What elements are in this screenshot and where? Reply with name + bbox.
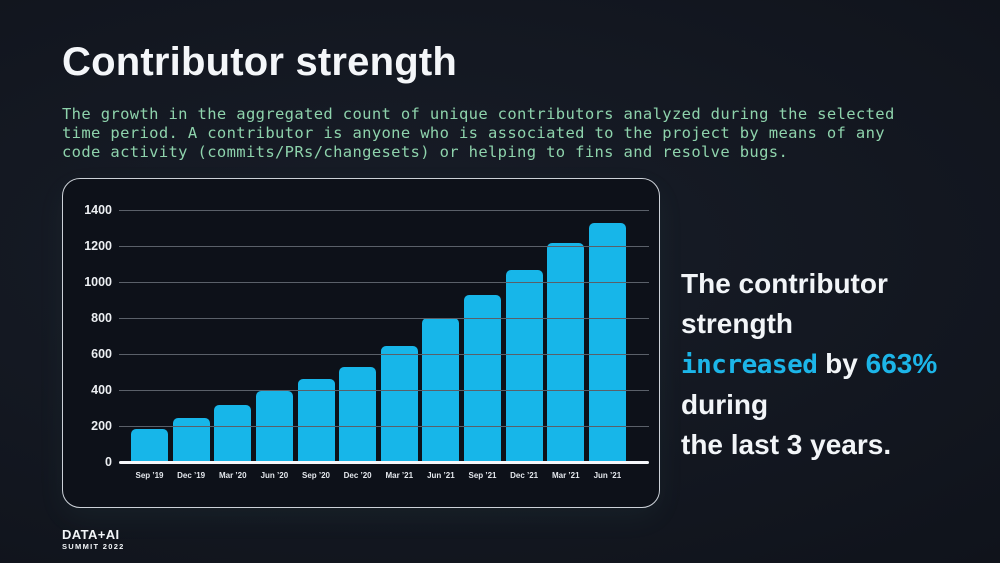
gridline: [119, 209, 649, 211]
x-tick-label: Jun ’21: [593, 471, 622, 480]
logo-title: DATA+AI: [62, 527, 120, 542]
data-ai-summit-logo: DATA+AI SUMMIT 2022: [62, 528, 125, 551]
x-tick-label: Jun ’20: [260, 471, 289, 480]
bar: [422, 318, 460, 461]
x-tick-label: Jun ’21: [427, 471, 455, 480]
gridline: [119, 389, 649, 391]
x-tick-label: Mar ’21: [385, 471, 414, 480]
y-tick-label: 0: [105, 455, 112, 469]
callout-text: The contributor strength increased by 66…: [681, 264, 991, 465]
bar: [297, 378, 335, 461]
callout-line-1: The contributor: [681, 268, 888, 299]
bar: [588, 222, 626, 461]
y-tick-label: 1000: [84, 275, 112, 289]
x-tick-label: Dec ’21: [510, 471, 539, 480]
bar-series: [131, 210, 626, 461]
bar: [172, 418, 210, 461]
callout-mid-text: by: [817, 348, 866, 379]
callout-line-5: the last 3 years.: [681, 429, 892, 460]
callout-line-2: strength: [681, 308, 793, 339]
x-axis-labels: Sep ’19 Dec ’19 Mar ’20 Jun ’20 Sep ’20 Dec ’…: [131, 471, 626, 480]
bar: [547, 242, 585, 461]
gridline: [119, 353, 649, 355]
x-tick-label: Sep ’21: [468, 471, 497, 480]
x-axis-line: [119, 460, 649, 464]
callout-highlight-percent: 663%: [865, 348, 938, 379]
y-tick-label: 800: [91, 311, 112, 325]
chart-plot: [119, 209, 649, 464]
x-tick-label: Dec ’20: [343, 471, 372, 480]
bar: [131, 429, 168, 461]
bar: [464, 294, 501, 461]
bar: [380, 346, 418, 461]
page-title: Contributor strength: [62, 40, 458, 84]
x-tick-label: Sep ’20: [301, 471, 330, 480]
callout-line-4: during: [681, 389, 769, 420]
gridline: [119, 245, 649, 247]
x-tick-label: Mar ’21: [551, 471, 580, 480]
description-text: The growth in the aggregated count of un…: [62, 105, 895, 161]
bar: [214, 404, 252, 461]
y-tick-label: 600: [91, 347, 112, 361]
bar: [505, 269, 543, 461]
y-tick-label: 400: [91, 383, 112, 397]
chart-panel: 0 200 400 600 800 1000 1200 1400 Sep ’19 Dec ’19…: [62, 178, 660, 508]
x-tick-label: Sep ’19: [135, 471, 164, 480]
y-tick-label: 1400: [84, 203, 112, 217]
gridline: [119, 281, 649, 283]
logo-subtitle: SUMMIT 2022: [62, 542, 125, 551]
bar: [339, 366, 377, 461]
callout-highlight-increased: increased: [681, 350, 818, 380]
y-axis-labels: 0 200 400 600 800 1000 1200 1400: [63, 203, 112, 469]
x-tick-label: Mar ’20: [218, 471, 247, 480]
y-tick-label: 200: [91, 419, 112, 433]
y-tick-label: 1200: [84, 239, 112, 253]
gridline: [119, 317, 649, 319]
contributor-bar-chart: 0 200 400 600 800 1000 1200 1400 Sep ’19 Dec ’19…: [63, 179, 659, 507]
callout-line-3: increased by 663%: [681, 344, 991, 385]
gridline: [119, 425, 649, 427]
x-tick-label: Dec ’19: [177, 471, 206, 480]
